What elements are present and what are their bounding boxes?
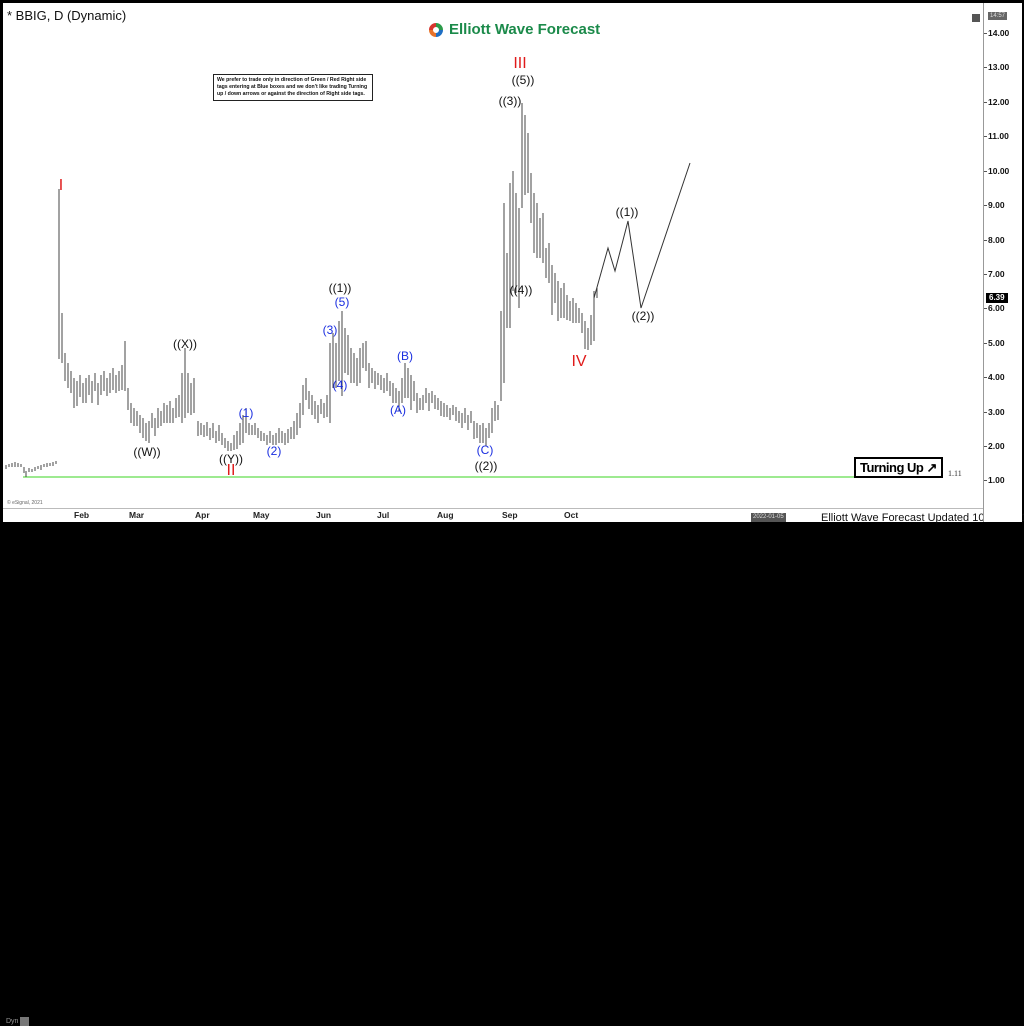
current-price-tag: 6.39 xyxy=(986,293,1008,303)
y-tick: 4.00 xyxy=(984,372,1005,382)
x-tick-may: May xyxy=(253,510,270,520)
time-tag: 14:57 xyxy=(988,12,1008,20)
wave-label-(C): (C) xyxy=(476,443,494,457)
price-chart xyxy=(5,103,943,478)
projection-label-1: ((1)) xyxy=(615,205,639,219)
wave-label-(4): (4) xyxy=(332,378,348,392)
x-tick-jun: Jun xyxy=(316,510,332,520)
wave-label-1-minor: ((1)) xyxy=(328,281,352,295)
logo-icon xyxy=(429,22,443,37)
turning-up-badge: Turning Up ↗ xyxy=(854,457,943,478)
dyn-label: Dyn xyxy=(6,1018,19,1025)
turning-up-label: Turning Up xyxy=(860,460,924,475)
plot-area[interactable]: * BBIG, D (Dynamic) Elliott Wave Forecas… xyxy=(3,3,983,508)
wave-label-(1): (1) xyxy=(238,406,254,420)
x-tick-mar: Mar xyxy=(129,510,145,520)
chart-title: * BBIG, D (Dynamic) xyxy=(7,8,127,23)
y-tick: 1.00 xyxy=(984,475,1005,485)
x-tick-sep: Sep xyxy=(502,510,518,520)
y-tick: 12.00 xyxy=(983,97,1010,107)
wave-label-III: III xyxy=(513,55,527,72)
wave-label-(3): (3) xyxy=(322,323,338,337)
wave-label-4-minor: ((4)) xyxy=(509,283,533,297)
wave-label-Y: ((Y)) xyxy=(219,452,243,466)
y-tick: 3.00 xyxy=(984,407,1005,417)
copyright: © eSignal, 2021 xyxy=(7,500,43,506)
x-tick-oct: Oct xyxy=(564,510,579,520)
dyn-icon[interactable] xyxy=(20,1017,30,1026)
wave-label-3-minor: ((3)) xyxy=(498,94,522,108)
x-tick-aug: Aug xyxy=(437,510,454,520)
wave-label-(2): (2) xyxy=(266,444,282,458)
y-tick: 7.00 xyxy=(984,269,1005,279)
y-tick: 6.00 xyxy=(984,303,1005,313)
date-badge: 2022-01-05 xyxy=(751,513,786,522)
wave-label-I: I xyxy=(58,177,64,194)
y-tick: 5.00 xyxy=(984,338,1005,348)
arrow-up-right-icon: ↗ xyxy=(926,460,937,475)
x-tick-feb: Feb xyxy=(74,510,90,520)
y-tick: 10.00 xyxy=(983,166,1010,176)
wave-label-(B): (B) xyxy=(397,349,413,363)
y-tick: 11.00 xyxy=(984,131,1009,141)
wave-label-(5): (5) xyxy=(334,295,350,309)
x-tick-jul: Jul xyxy=(377,510,390,520)
x-tick-apr: Apr xyxy=(195,510,210,520)
y-tick: 14.00 xyxy=(983,28,1010,38)
y-axis[interactable]: 14:57 14.00 13.00 12.00 11.00 10.00 9.00… xyxy=(983,3,1022,522)
y-tick: 9.00 xyxy=(984,200,1005,210)
projection-path xyxy=(593,162,691,309)
trading-notice: We prefer to trade only in direction of … xyxy=(213,74,373,101)
logo-text: Elliott Wave Forecast xyxy=(449,21,601,38)
y-tick: 13.00 xyxy=(983,62,1010,72)
wave-label-5-minor: ((5)) xyxy=(511,73,535,87)
wave-label-X: ((X)) xyxy=(173,337,197,351)
y-tick: 2.00 xyxy=(984,441,1005,451)
footer-updated: Elliott Wave Forecast Updated 10.12.2021 xyxy=(821,512,1024,524)
chart-window: * BBIG, D (Dynamic) Elliott Wave Forecas… xyxy=(3,3,1024,1026)
wave-label-(A): (A) xyxy=(390,403,406,417)
maximize-icon[interactable] xyxy=(972,14,980,22)
wave-label-IV: IV xyxy=(571,353,587,370)
wave-label-II: II xyxy=(226,462,236,479)
support-level-label: 1.11 xyxy=(948,469,962,478)
logo: Elliott Wave Forecast xyxy=(428,21,600,38)
y-tick: 8.00 xyxy=(984,235,1005,245)
projection-label-2: ((2)) xyxy=(631,309,655,323)
wave-label-W: ((W)) xyxy=(133,445,161,459)
dyn-control[interactable]: Dyn xyxy=(6,1017,30,1026)
wave-label-2-minor: ((2)) xyxy=(474,459,498,473)
